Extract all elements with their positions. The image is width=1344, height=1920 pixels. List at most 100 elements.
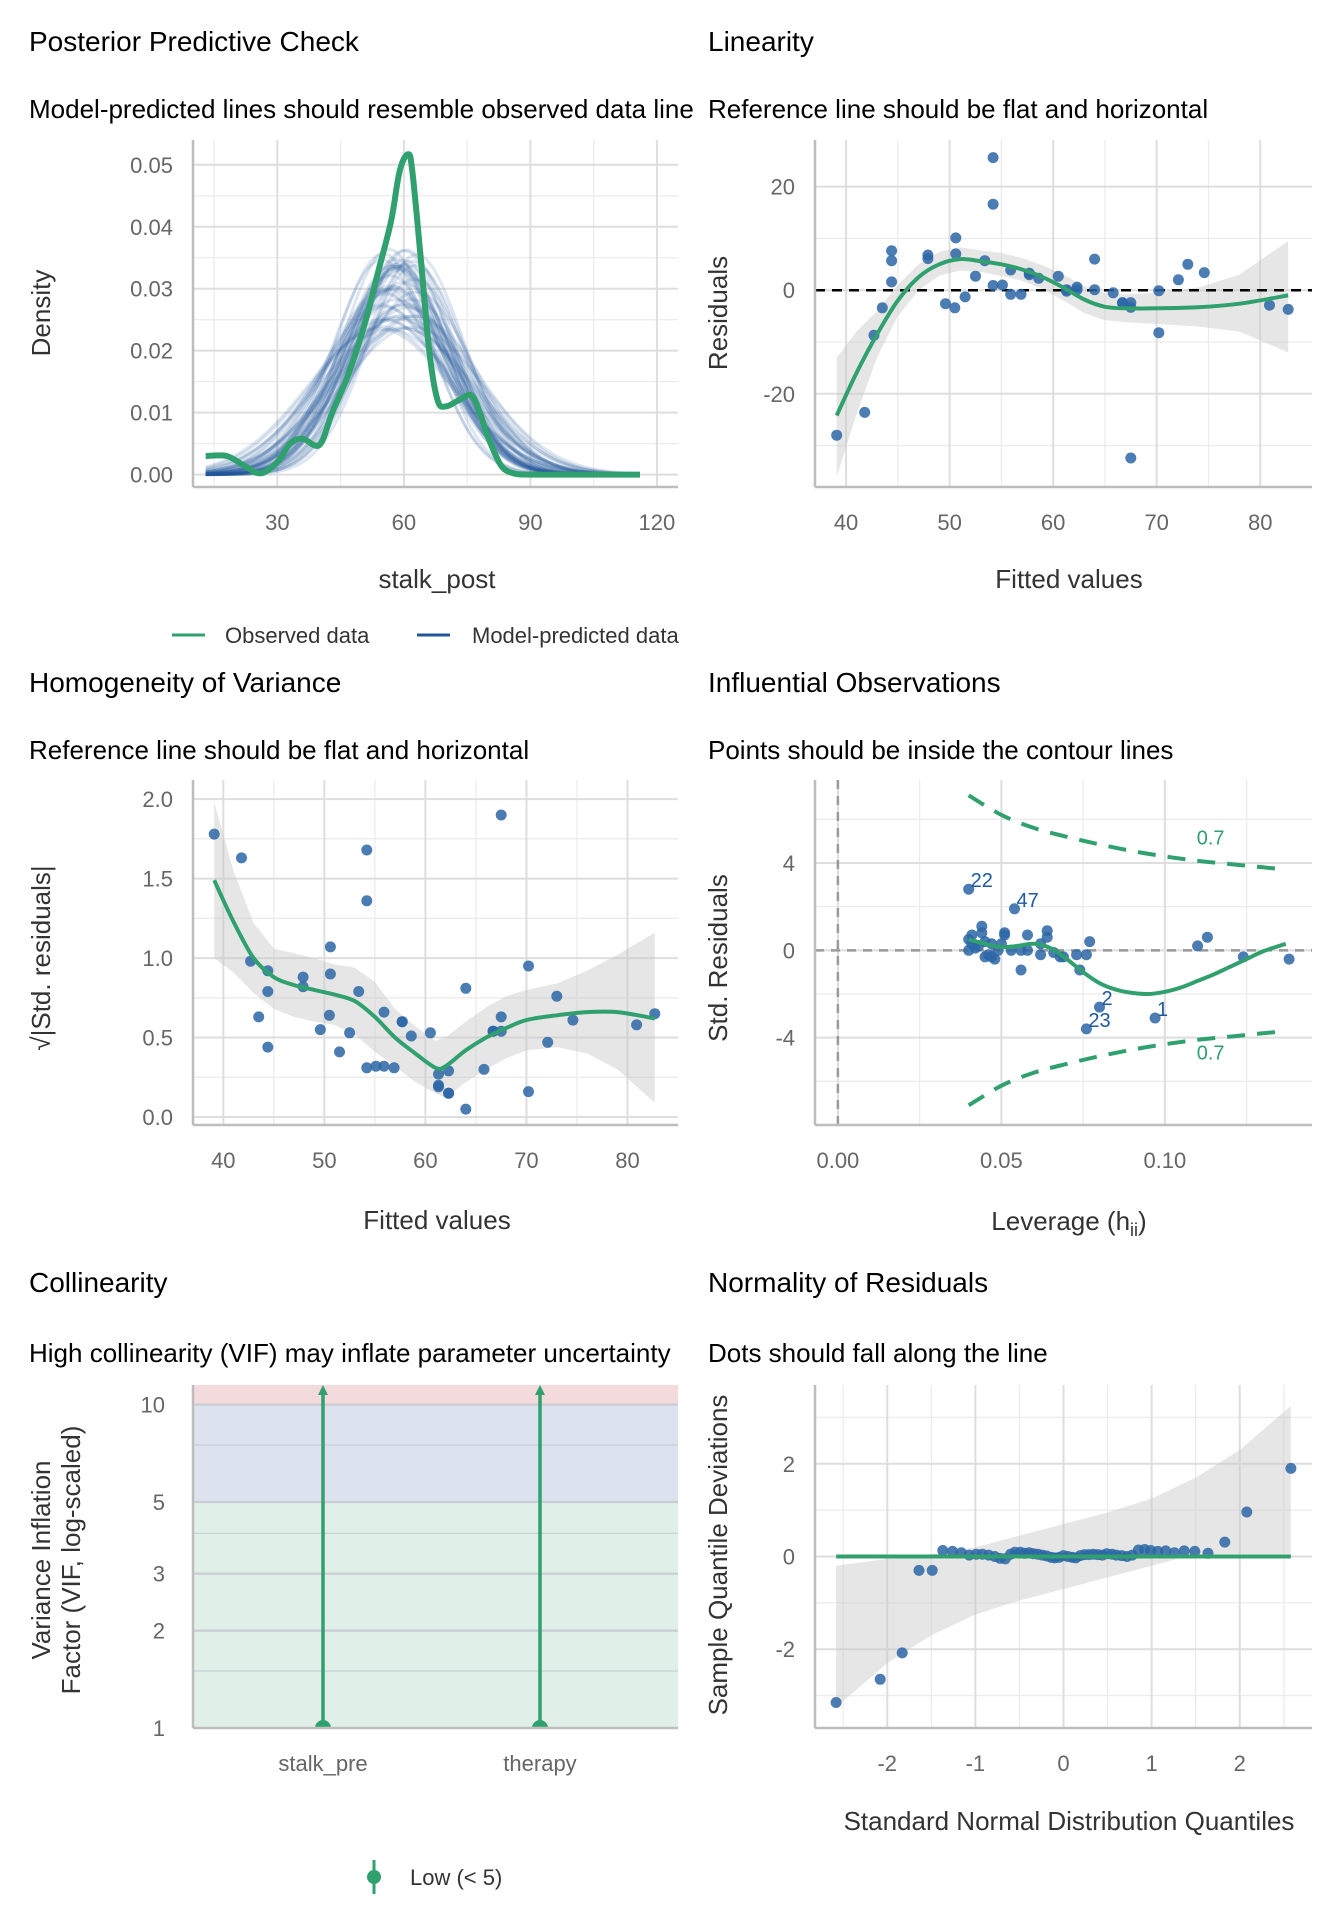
- x-tick-label: 0.05: [980, 1148, 1023, 1173]
- data-point: [631, 1019, 643, 1031]
- data-point: [433, 1068, 444, 1080]
- x-tick-label: 70: [1144, 510, 1168, 535]
- panel-title: Collinearity: [29, 1267, 168, 1298]
- point-label: 22: [971, 870, 993, 892]
- vif-band-high: [193, 1385, 678, 1405]
- y-tick-label: 0.05: [130, 153, 173, 178]
- data-point: [874, 1673, 886, 1685]
- y-tick-label: 2: [153, 1619, 165, 1644]
- predicted-density-line: [205, 315, 636, 476]
- data-point: [976, 920, 988, 932]
- y-tick-label: 3: [153, 1562, 165, 1587]
- x-tick-label: 50: [312, 1148, 336, 1173]
- data-point: [947, 1545, 958, 1557]
- x-tick-label: 2: [1234, 1751, 1246, 1776]
- data-point: [324, 968, 336, 980]
- data-point: [989, 953, 1001, 965]
- panel-title: Linearity: [708, 26, 814, 57]
- data-point: [1080, 1023, 1092, 1035]
- legend: Low (< 5): [367, 1860, 502, 1894]
- panel-collinearity: Collinearity High collinearity (VIF) may…: [26, 1267, 678, 1894]
- data-point: [963, 883, 975, 895]
- y-tick-label: -4: [775, 1026, 795, 1051]
- data-point: [926, 1564, 938, 1576]
- y-tick-label: 0.00: [130, 463, 173, 488]
- data-point: [495, 809, 507, 821]
- data-point: [323, 1009, 335, 1021]
- cooks-distance-contour-lower: [967, 1029, 1287, 1108]
- x-tick-label: 0.10: [1143, 1148, 1186, 1173]
- y-tick-label: 0: [783, 278, 795, 303]
- panel-subtitle: Dots should fall along the line: [708, 1338, 1048, 1368]
- data-point: [361, 895, 373, 907]
- contour-label-lower: 0.7: [1197, 1042, 1225, 1064]
- data-point: [987, 280, 999, 291]
- confidence-ribbon: [836, 240, 1289, 477]
- x-tick-label: 50: [937, 510, 961, 535]
- panel-subtitle: High collinearity (VIF) may inflate para…: [29, 1338, 671, 1368]
- data-point: [1009, 903, 1020, 915]
- grid: [815, 140, 1312, 487]
- x-tick-label: stalk_pre: [278, 1751, 367, 1776]
- vif-band-moderate: [193, 1404, 678, 1502]
- grid: [193, 780, 678, 1125]
- data-point: [876, 302, 888, 314]
- data-point: [334, 1046, 345, 1058]
- axes: stalk_pre therapy 1 2 3 5 10: [141, 1385, 678, 1776]
- data-point: [1015, 964, 1027, 976]
- data-point: [1149, 1012, 1161, 1024]
- y-tick-label: -20: [763, 382, 795, 407]
- predicted-density-line: [205, 317, 636, 476]
- data-point: [388, 1062, 400, 1074]
- data-point: [314, 1024, 326, 1036]
- y-axis-label-line1: Variance Inflation: [26, 1461, 56, 1660]
- data-point: [987, 152, 999, 164]
- x-axis-label: Standard Normal Distribution Quantiles: [844, 1806, 1295, 1836]
- data-point: [830, 1697, 842, 1708]
- data-point: [1035, 949, 1047, 961]
- predicted-density-line: [205, 314, 636, 476]
- data-point: [1198, 267, 1210, 279]
- y-tick-label: 0.0: [142, 1105, 173, 1130]
- data-point: [922, 249, 934, 261]
- x-tick-label: 120: [639, 510, 676, 535]
- data-point: [886, 255, 898, 267]
- panel-subtitle: Reference line should be flat and horizo…: [29, 735, 529, 765]
- predicted-density-line: [205, 302, 636, 476]
- data-point: [996, 279, 1008, 291]
- data-point: [1282, 303, 1294, 315]
- point-label: 1: [1157, 999, 1168, 1021]
- data-point: [253, 1011, 265, 1023]
- y-tick-label: 2.0: [142, 787, 173, 812]
- axes: -20 0 20 40 50 60 70 80: [763, 140, 1312, 535]
- y-tick-label: 0: [783, 938, 795, 963]
- data-point: [1125, 452, 1137, 464]
- y-axis-label: √|Std. residuals|: [26, 865, 56, 1050]
- y-tick-label: 0.03: [130, 277, 173, 302]
- data-point: [970, 270, 981, 282]
- y-tick-label: 1: [153, 1716, 165, 1741]
- x-tick-label: -1: [966, 1751, 986, 1776]
- data-point: [460, 982, 472, 994]
- data-point: [542, 1036, 554, 1048]
- data-point: [831, 429, 843, 441]
- predicted-density-line: [205, 297, 636, 477]
- panel-normality-of-residuals: Normality of Residuals Dots should fall …: [703, 1267, 1312, 1836]
- point-label: 47: [1016, 890, 1038, 912]
- x-tick-label: 40: [834, 510, 858, 535]
- y-axis-label: Residuals: [703, 256, 733, 370]
- data-point: [353, 986, 365, 997]
- data-point: [950, 248, 962, 260]
- data-point: [262, 986, 274, 997]
- data-point: [859, 406, 871, 418]
- grid: [193, 1385, 678, 1728]
- loess-smooth-line: [212, 879, 656, 1071]
- data-point: [1178, 1545, 1190, 1557]
- data-point: [1285, 1462, 1297, 1474]
- cooks-distance-contour-upper: [967, 793, 1286, 872]
- x-tick-label: 60: [1041, 510, 1065, 535]
- data-point: [1153, 327, 1165, 339]
- observed-density-line: [205, 151, 640, 478]
- data-point: [940, 298, 951, 310]
